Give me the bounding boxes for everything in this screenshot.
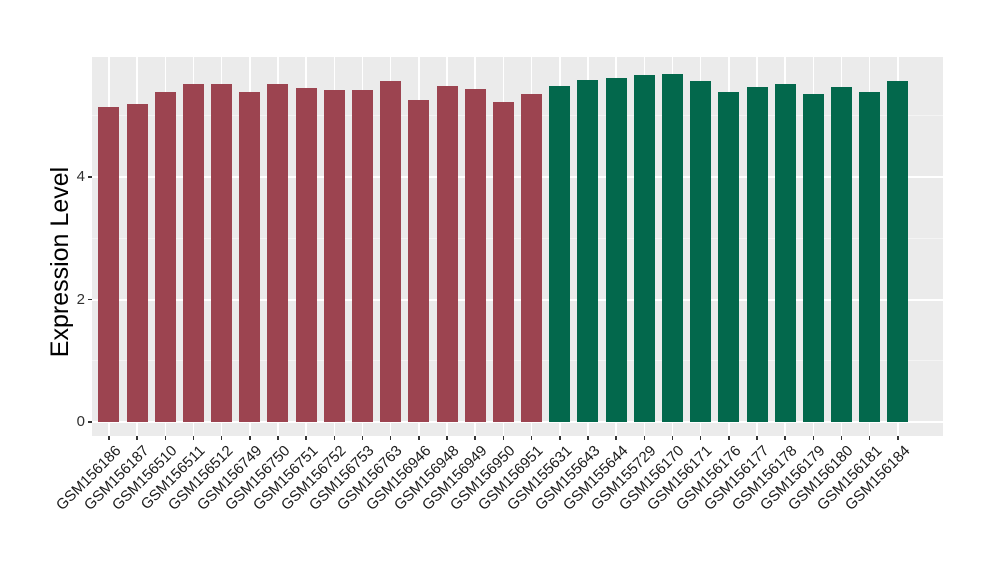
x-axis-tick-mark xyxy=(587,436,589,440)
x-axis-tick-mark xyxy=(784,436,786,440)
x-axis-tick-mark xyxy=(333,436,336,440)
x-axis-tick-mark xyxy=(643,436,646,440)
bar-GSM156946 xyxy=(408,99,430,422)
x-axis-tick-mark xyxy=(868,436,871,440)
bar-GSM156180 xyxy=(831,86,853,422)
bar-GSM156950 xyxy=(492,101,514,422)
gridline-major-horizontal xyxy=(92,421,943,423)
gridline-minor-horizontal xyxy=(92,237,943,239)
y-axis-tick-label: 0 xyxy=(76,413,85,430)
x-axis-tick-mark xyxy=(559,436,561,440)
bar-GSM155631 xyxy=(549,85,571,422)
bar-GSM156949 xyxy=(464,89,486,422)
bar-GSM156181 xyxy=(859,92,881,422)
bar-GSM156751 xyxy=(295,88,317,422)
y-axis-tick-label: 2 xyxy=(76,290,85,308)
x-axis-tick-mark xyxy=(192,436,195,440)
bar-GSM156511 xyxy=(182,83,204,422)
x-axis-tick-mark xyxy=(108,436,110,440)
bar-GSM156171 xyxy=(690,80,712,422)
bar-GSM156186 xyxy=(98,106,120,422)
bar-GSM156170 xyxy=(661,73,683,422)
y-axis-title: Expression Level xyxy=(46,166,74,358)
bar-GSM156179 xyxy=(802,94,824,422)
y-axis-tick-mark xyxy=(88,298,92,301)
bar-GSM155643 xyxy=(577,80,599,422)
gridline-minor-horizontal xyxy=(92,360,943,362)
x-axis-tick-mark xyxy=(699,436,702,440)
x-axis-tick-mark xyxy=(671,436,674,440)
x-axis-tick-mark xyxy=(361,436,364,440)
x-axis-tick-mark xyxy=(474,436,476,440)
x-axis-tick-mark xyxy=(418,436,420,440)
x-axis-tick-mark xyxy=(897,436,899,440)
x-axis-tick-mark xyxy=(305,436,307,440)
y-axis-tick-mark xyxy=(88,421,92,423)
y-axis-tick-mark xyxy=(88,176,92,178)
x-axis-tick-mark xyxy=(136,436,138,440)
x-axis-tick-mark xyxy=(220,436,223,440)
x-axis-tick-mark xyxy=(446,436,448,440)
y-axis-tick-label: 4 xyxy=(76,168,85,185)
bar-GSM156951 xyxy=(521,94,543,422)
x-axis-tick-mark xyxy=(502,436,505,440)
x-axis-tick-mark xyxy=(728,436,730,440)
bar-GSM156176 xyxy=(718,92,740,422)
x-axis-tick-mark xyxy=(249,436,251,440)
bar-GSM156177 xyxy=(746,86,768,422)
bar-GSM156510 xyxy=(154,91,176,422)
bar-GSM156178 xyxy=(774,83,796,422)
gridline-minor-horizontal xyxy=(92,115,943,117)
bar-GSM156187 xyxy=(126,103,148,422)
bar-GSM156753 xyxy=(352,90,374,422)
x-axis-tick-mark xyxy=(756,436,758,440)
gridline-major-horizontal xyxy=(92,176,943,178)
x-axis-tick-mark xyxy=(840,436,843,440)
bar-GSM156512 xyxy=(211,83,233,422)
x-axis-tick-mark xyxy=(277,436,279,440)
bar-GSM155729 xyxy=(633,74,655,422)
bar-GSM156752 xyxy=(323,90,345,422)
gridline-major-horizontal xyxy=(92,298,943,301)
x-axis-tick-mark xyxy=(530,436,533,440)
x-axis-tick-mark xyxy=(164,436,166,440)
x-axis-tick-mark xyxy=(812,436,815,440)
bar-GSM156750 xyxy=(267,83,289,422)
bar-GSM156184 xyxy=(887,81,909,422)
bar-GSM155644 xyxy=(605,78,627,422)
bar-GSM156948 xyxy=(436,85,458,422)
bar-GSM156763 xyxy=(380,80,402,422)
x-axis-tick-mark xyxy=(389,436,392,440)
x-axis-tick-mark xyxy=(615,436,617,440)
bar-GSM156749 xyxy=(239,92,261,422)
plot-panel xyxy=(92,57,943,436)
